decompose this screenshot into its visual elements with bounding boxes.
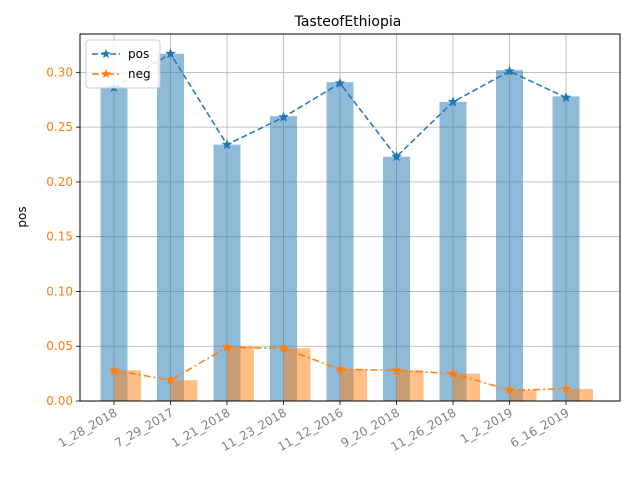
y-axis-label: pos [15, 206, 29, 227]
neg-point [108, 364, 120, 375]
pos-point [391, 150, 402, 162]
x-tick-label: 1_2_2019 [458, 405, 515, 446]
x-axis-ticks: 1_28_20187_29_20171_21_201811_23_201811_… [56, 401, 572, 454]
y-axis-ticks: 0.00 0.05 0.10 0.15 0.20 0.25 0.30 [46, 65, 80, 408]
x-tick-label: 7_29_2017 [112, 405, 176, 450]
x-tick-label: 6_16_2019 [508, 405, 572, 450]
y-tick-label: 0.10 [46, 284, 73, 298]
neg-point [278, 342, 289, 354]
neg-point [391, 364, 402, 375]
neg-point [504, 384, 515, 395]
pos-bar [100, 86, 128, 401]
neg-bar [340, 369, 367, 401]
neg-point [165, 374, 176, 385]
pos-bar [383, 156, 410, 401]
y-tick-label: 0.15 [46, 230, 73, 244]
neg-bar [170, 380, 198, 401]
pos-point [560, 91, 572, 103]
pos-point [334, 77, 346, 88]
neg-point [334, 363, 346, 374]
pos-point [221, 138, 233, 150]
neg-bar [509, 390, 537, 401]
pos-point [165, 48, 176, 59]
legend-marker-neg [101, 68, 111, 79]
pos-point [278, 111, 289, 122]
lines [108, 48, 572, 395]
pos-bar [552, 96, 580, 402]
y-tick-label: 0.30 [46, 65, 73, 79]
pos-bar [496, 70, 523, 402]
neg-point [221, 341, 233, 352]
pos-bar [439, 101, 467, 401]
legend-label-pos: pos [128, 47, 149, 61]
axes-frame [79, 33, 621, 402]
pos-point [447, 96, 459, 107]
neg-bar [396, 370, 424, 401]
neg-point [447, 367, 459, 379]
y-tick-label: 0.25 [46, 120, 73, 134]
neg-bar [566, 388, 593, 401]
legend: pos neg [85, 39, 161, 89]
pos-point [504, 65, 515, 76]
neg-bar [227, 346, 254, 401]
y-tick-label: 0.00 [46, 394, 73, 408]
neg-point [560, 383, 572, 394]
bars [100, 53, 593, 402]
legend-label-neg: neg [128, 67, 151, 81]
y-tick-label: 0.20 [46, 175, 73, 189]
legend-marker-pos [101, 48, 111, 59]
pos-bar [326, 82, 354, 401]
x-tick-label: 1_28_2018 [56, 405, 120, 450]
neg-bar [114, 370, 141, 401]
neg-bar [283, 348, 311, 401]
neg-line [113, 346, 567, 391]
chart-title: TasteofEthiopia [294, 14, 402, 30]
y-tick-label: 0.05 [46, 339, 73, 353]
pos-bar [157, 53, 184, 402]
